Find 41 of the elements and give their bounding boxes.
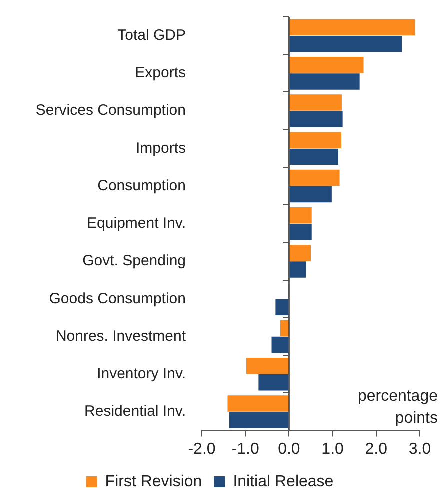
y-tick-label: Consumption <box>98 177 186 194</box>
bar <box>228 396 289 412</box>
x-tick-label: -2.0 <box>188 440 216 458</box>
x-tick-label: 1.0 <box>322 440 344 458</box>
y-tick-label: Equipment Inv. <box>87 215 186 232</box>
bar <box>229 412 289 428</box>
y-tick-label: Imports <box>136 140 186 157</box>
bar <box>258 374 289 391</box>
y-tick-label: Residential Inv. <box>84 403 186 420</box>
bar <box>290 224 312 240</box>
x-tick-label: 3.0 <box>408 440 432 458</box>
bar <box>290 208 312 224</box>
y-tick-label: Total GDP <box>118 26 186 44</box>
bar <box>290 36 402 52</box>
bar <box>290 94 342 111</box>
bar <box>290 148 338 166</box>
bar <box>280 320 289 337</box>
y-tick-label: Goods Consumption <box>49 290 186 308</box>
y-tick-label: Govt. Spending <box>82 252 186 270</box>
x-tick-label: 2.0 <box>365 440 388 458</box>
bar <box>290 132 342 148</box>
bar <box>290 19 416 36</box>
bar <box>290 262 306 278</box>
y-tick-label: Exports <box>135 64 186 82</box>
x-tick-label: 0.0 <box>278 440 300 458</box>
bar <box>276 299 289 316</box>
annotation: percentage points <box>358 388 438 427</box>
bar <box>246 358 289 374</box>
y-tick-label: Services Consumption <box>36 102 186 120</box>
legend-label: First Revision <box>105 473 202 490</box>
bar <box>290 57 364 74</box>
bar <box>290 111 343 128</box>
legend-label: Initial Release <box>233 473 334 490</box>
x-tick-label: -1.0 <box>232 440 260 458</box>
bar <box>290 170 340 186</box>
y-tick-label: Nonres. Investment <box>56 328 187 345</box>
bar <box>272 336 289 354</box>
bar <box>290 74 360 90</box>
y-tick-label: Inventory Inv. <box>97 366 186 383</box>
bar <box>290 186 332 203</box>
bar <box>290 245 311 262</box>
